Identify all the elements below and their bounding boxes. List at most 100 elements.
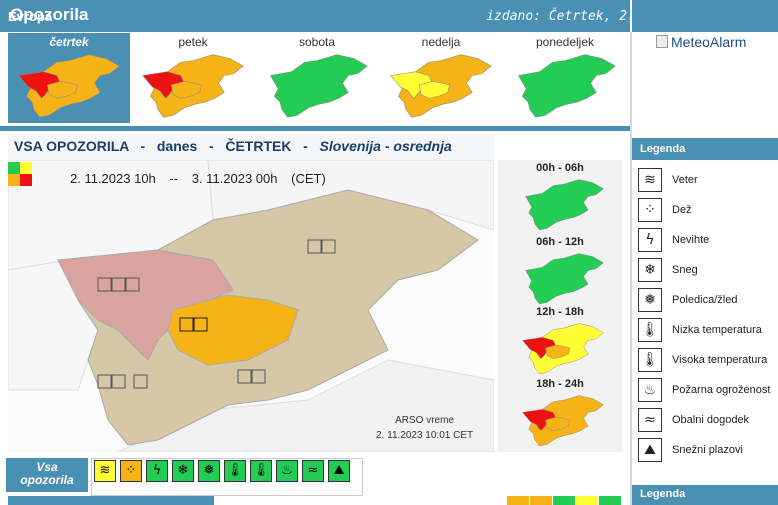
day-tab-0[interactable]: četrtek — [8, 33, 130, 123]
day-tab-label: sobota — [298, 35, 336, 49]
color-scale-icon — [8, 162, 32, 191]
header-bar — [0, 0, 630, 32]
period-label: 18h - 24h — [536, 378, 584, 390]
period-label: 00h - 06h — [536, 162, 584, 174]
region-base — [525, 179, 604, 231]
color-square — [599, 496, 621, 505]
page-title: Opozorila — [10, 5, 89, 24]
slovenia-map — [525, 179, 604, 231]
column-divider — [630, 32, 632, 505]
color-square — [507, 496, 529, 505]
filter-ice-button[interactable]: ❅ — [198, 460, 220, 482]
region-osrednja[interactable] — [167, 294, 299, 366]
range-to: 3. 11.2023 00h — [191, 171, 278, 186]
avalanche-icon: ⛰ — [638, 438, 662, 462]
map-svg — [8, 160, 494, 452]
rain-icon: ⁘ — [638, 198, 662, 222]
all-warnings-button[interactable] — [6, 458, 88, 492]
slovenia-map — [142, 54, 244, 118]
filter-thunderstorm-button[interactable]: ϟ — [146, 460, 168, 482]
region-base — [525, 253, 604, 305]
headline-region: Slovenija - osrednja — [319, 138, 452, 154]
color-square — [553, 496, 575, 505]
region-central — [170, 80, 202, 99]
region-base — [518, 54, 616, 118]
filter-fire-button[interactable]: ♨ — [276, 460, 298, 482]
legend-label: Nevihte — [672, 234, 710, 246]
range-from: 2. 11.2023 10h — [70, 171, 156, 186]
data-stamp: ARSO vreme 2. 11.2023 10:01 CET — [376, 413, 473, 443]
all-warnings-label-1: Vsa — [36, 460, 58, 474]
warning-map[interactable] — [8, 160, 494, 452]
day-tab-1[interactable]: petek — [132, 33, 254, 123]
color-square — [576, 496, 598, 505]
ice-icon: ❅ — [638, 288, 662, 312]
period-label: 12h - 18h — [536, 306, 584, 318]
stamp-source: ARSO vreme — [395, 415, 454, 426]
slovenia-map — [18, 54, 120, 118]
region-central — [545, 344, 571, 359]
filter-rain-button[interactable]: ⁘ — [120, 460, 142, 482]
headline-all: VSA OPOZORILA — [14, 138, 129, 154]
legend-title: Legenda — [640, 143, 686, 155]
meteoalarm-link[interactable]: MeteoAlarm — [656, 34, 746, 50]
slovenia-map — [518, 54, 616, 118]
period-map-3[interactable] — [518, 391, 608, 454]
broken-image-icon — [656, 35, 668, 48]
filter-coastal-button[interactable]: ≈ — [302, 460, 324, 482]
range-tz: (CET) — [291, 171, 326, 186]
low-temperature-icon: 🌡 — [638, 318, 662, 342]
slovenia-map — [270, 54, 368, 118]
day-tab-label: ponedeljek — [535, 35, 595, 49]
legend-label: Poledica/žled — [672, 294, 738, 306]
slovenia-map — [522, 323, 604, 375]
filter-snow-button[interactable]: ❄ — [172, 460, 194, 482]
filter-wind-button[interactable]: ≋ — [94, 460, 116, 482]
day-tab-label: petek — [178, 35, 208, 49]
legend-label: Visoka temperatura — [672, 354, 768, 366]
legend-label: Snežni plazovi — [672, 444, 743, 456]
filter-avalanche-button[interactable]: ⛰ — [328, 460, 350, 482]
headline: VSA OPOZORILA - danes - ČETRTEK - Sloven… — [14, 138, 452, 154]
period-label: 06h - 12h — [536, 236, 584, 248]
region-central — [46, 80, 78, 99]
all-warnings-label-2: opozorila — [20, 473, 74, 487]
range-dash: -- — [169, 171, 179, 186]
legend-title-2: Legenda — [640, 488, 686, 500]
divider-bar — [0, 126, 630, 131]
day-tab-2[interactable]: sobota — [256, 33, 378, 123]
all-warnings-label: Vsa opozorila — [6, 461, 88, 487]
period-map-0[interactable] — [518, 175, 608, 238]
coastal-icon: ≈ — [638, 408, 662, 432]
legend-label: Dež — [672, 204, 692, 216]
fire-icon: ♨ — [638, 378, 662, 402]
europe-header — [632, 0, 778, 32]
filter-low-temperature-button[interactable]: 🌡 — [224, 460, 246, 482]
region-central — [545, 416, 571, 431]
snow-icon: ❄ — [638, 258, 662, 282]
headline-sep: - — [303, 138, 308, 154]
high-temperature-icon: 🌡 — [638, 348, 662, 372]
europe-title: Evropa — [8, 9, 53, 24]
day-tab-label: nedelja — [421, 35, 461, 49]
slovenia-map — [522, 395, 604, 447]
legend-label: Sneg — [672, 264, 698, 276]
map-icons — [97, 239, 336, 389]
period-map-1[interactable] — [518, 249, 608, 312]
day-tab-3[interactable]: nedelja — [380, 33, 502, 123]
slovenia-map — [390, 54, 492, 118]
headline-sep: - — [209, 138, 214, 154]
legend-header — [632, 138, 778, 160]
filter-high-temperature-button[interactable]: 🌡 — [250, 460, 272, 482]
meteoalarm-label: MeteoAlarm — [671, 34, 747, 50]
legend-label: Veter — [672, 174, 698, 186]
thunderstorm-icon: ϟ — [638, 228, 662, 252]
period-map-2[interactable] — [518, 319, 608, 382]
day-tab-label: četrtek — [49, 35, 89, 49]
time-range: 2. 11.2023 10h -- 3. 11.2023 00h (CET) — [70, 171, 336, 186]
legend-label: Požarna ogroženost — [672, 384, 771, 396]
legend-header-2 — [632, 485, 778, 505]
headline-sep: - — [140, 138, 146, 154]
day-tab-4[interactable]: ponedeljek — [504, 33, 626, 123]
legend-label: Nizka temperatura — [672, 324, 762, 336]
